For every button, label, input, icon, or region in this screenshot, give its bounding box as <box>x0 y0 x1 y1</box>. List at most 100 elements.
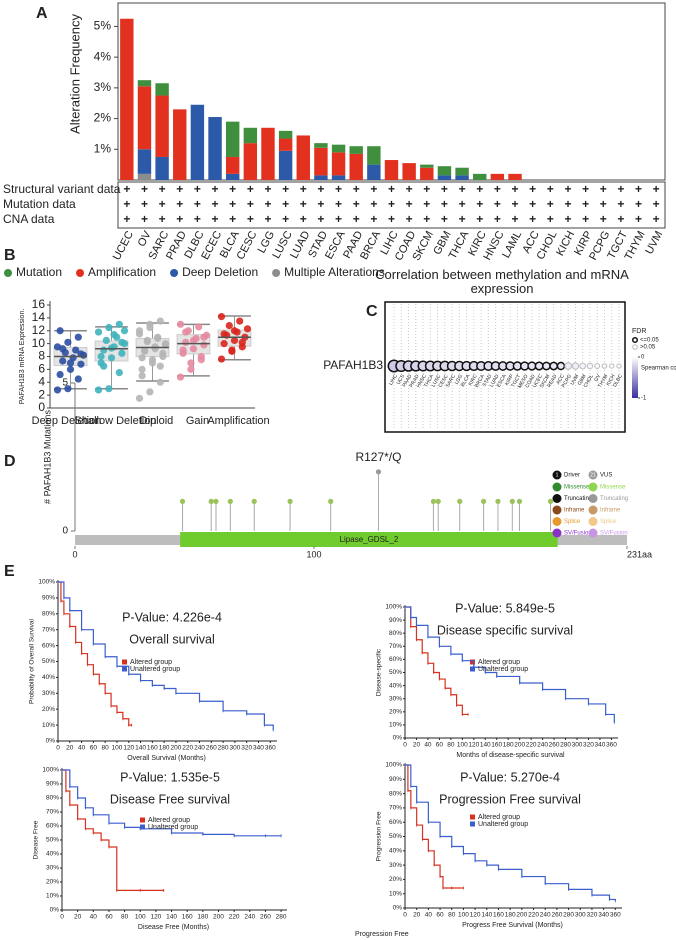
bar-segment <box>137 80 152 87</box>
profile-mark: + <box>300 212 307 226</box>
bar-segment <box>278 130 293 139</box>
plot-frame <box>384 301 626 433</box>
dot <box>564 362 573 370</box>
x-tick-label: Shallow Deletion <box>75 415 157 427</box>
point <box>100 362 108 370</box>
lollipop-head <box>375 469 382 475</box>
profile-mark: + <box>212 197 219 211</box>
y-tick-label: 90% <box>42 595 55 602</box>
bar-segment <box>437 166 452 176</box>
bar-segment <box>437 175 452 180</box>
point <box>238 338 246 346</box>
x-tick-label: 100 <box>457 742 468 749</box>
lollipop-head <box>179 498 186 504</box>
point <box>228 346 236 354</box>
x-tick-label: 120 <box>468 742 479 749</box>
point <box>200 341 208 349</box>
profile-mark: + <box>564 182 571 196</box>
legend-badge <box>588 505 598 515</box>
x-tick-label: 260 <box>551 912 562 919</box>
x-tick-label: 260 <box>206 745 217 752</box>
profile-mark: + <box>264 212 271 226</box>
dot <box>579 362 587 370</box>
bar-segment <box>384 160 399 180</box>
legend-badge <box>552 482 562 492</box>
legend-label: <=0.05 <box>640 338 659 344</box>
chart-title: P-Value: 5.270e-4 <box>460 770 560 784</box>
x-tick-label: 200 <box>516 912 527 919</box>
x-tick-label: 180 <box>197 914 208 921</box>
bar-segment <box>314 143 328 148</box>
x-tick-label: UCEC <box>111 229 136 262</box>
profile-mark: + <box>617 197 624 211</box>
point <box>118 338 126 346</box>
dot <box>527 361 537 371</box>
x-tick-label: 180 <box>503 742 514 749</box>
y-tick-label: 30% <box>389 695 402 702</box>
profile-mark: + <box>282 212 289 226</box>
point <box>189 345 198 353</box>
point <box>195 323 203 331</box>
y-tick-label: 0% <box>393 735 403 742</box>
x-tick-label: 0 <box>72 549 77 559</box>
lollipop-head <box>481 498 487 504</box>
x-tick-label: 60 <box>436 912 444 919</box>
x-tick-label: STAD <box>482 373 494 388</box>
x-tick-label: 140 <box>166 914 177 921</box>
y-tick-label: 50% <box>42 658 55 665</box>
x-tick-label: KIRP <box>504 373 515 387</box>
bar-segment <box>261 127 275 180</box>
x-tick-label: 80 <box>447 742 455 749</box>
x-tick-label: 40 <box>425 912 433 919</box>
chart-note: Progression Free <box>355 931 409 938</box>
x-axis-label: Progress Free Survival (Months) <box>462 922 563 929</box>
chart-subtitle: Progression Free survival <box>439 792 581 806</box>
bar-segment <box>314 175 328 180</box>
bar-segment <box>331 175 346 180</box>
lollipop-head <box>547 498 554 504</box>
bar-segment <box>420 167 434 180</box>
legend-label: Unaltered group <box>148 824 198 831</box>
lollipop-head <box>213 498 219 504</box>
profile-mark: + <box>476 182 483 196</box>
bar-segment <box>190 104 205 180</box>
legend-badge <box>588 494 598 503</box>
point <box>56 327 64 335</box>
x-tick-label: 240 <box>244 914 255 921</box>
x-tick-label: 160 <box>147 745 158 752</box>
y-tick-label: 20% <box>389 709 402 716</box>
x-tick-label: 0 <box>403 742 407 749</box>
domain <box>180 532 558 547</box>
bar-segment <box>331 152 346 176</box>
point <box>146 388 154 396</box>
y-tick-label: 12 <box>32 323 46 337</box>
x-tick-label: 260 <box>549 742 560 749</box>
x-tick-label: 60 <box>90 745 98 752</box>
y-axis-label: Probability of Overall Survival <box>29 619 36 704</box>
y-tick-label: 0 <box>62 526 68 537</box>
lollipop-head <box>251 498 257 504</box>
x-tick-label: 240 <box>540 912 551 919</box>
profile-mark: + <box>159 212 166 226</box>
profile-mark: + <box>123 212 130 226</box>
point <box>105 323 113 332</box>
y-tick-label: 60% <box>46 823 59 830</box>
survival-curve <box>58 581 274 730</box>
lollipop-head <box>208 498 214 504</box>
profile-mark: + <box>653 212 660 226</box>
profile-mark: + <box>212 182 219 196</box>
x-tick-label: 0 <box>56 745 60 752</box>
profile-mark: + <box>423 182 430 196</box>
legend-swatch <box>170 269 179 277</box>
point <box>135 394 144 402</box>
point <box>97 352 105 361</box>
x-tick-label: 180 <box>505 912 516 919</box>
y-tick-label: 0% <box>50 907 60 914</box>
chart-subtitle: Disease Free survival <box>110 792 230 806</box>
point <box>72 346 80 354</box>
point <box>115 368 123 377</box>
bar-segment <box>208 117 222 180</box>
x-tick-label: ACC <box>555 373 566 385</box>
point <box>138 372 146 380</box>
bar-segment <box>155 156 169 180</box>
